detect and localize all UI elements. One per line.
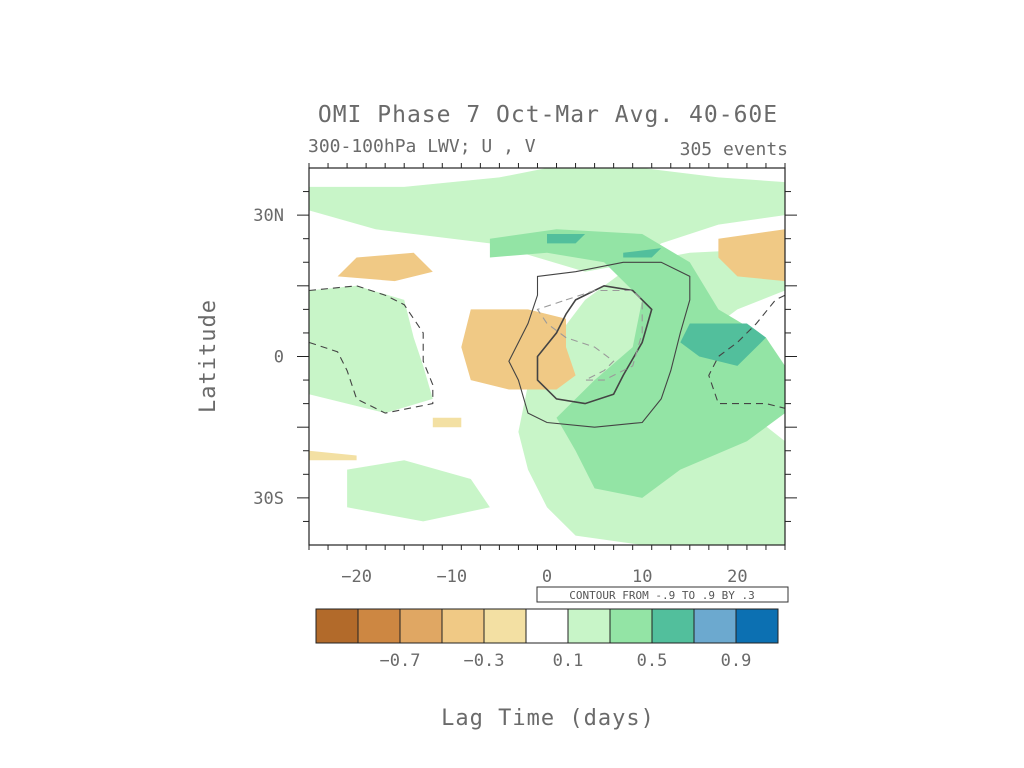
chart-subtitle-right: 305 events — [680, 139, 788, 160]
plot-frame — [308, 167, 786, 546]
colorbar-swatch — [483, 608, 527, 644]
contour-line-2 — [309, 285, 434, 414]
contour-lines — [309, 261, 785, 428]
colorbar-swatch — [315, 608, 359, 644]
contour-line-4 — [536, 289, 643, 381]
y-tick-label: 30N — [253, 206, 284, 226]
shaded-region-10 — [309, 450, 357, 461]
plot-axes: −20 −10 0 10 20 30N 0 30S — [253, 163, 797, 587]
shaded-region-4 — [547, 234, 586, 244]
chart-title: OMI Phase 7 Oct-Mar Avg. 40-60E — [318, 102, 778, 128]
colorbar-swatch — [567, 608, 611, 644]
x-tick-label: 20 — [727, 567, 747, 587]
colorbar-swatch — [609, 608, 653, 644]
contour-line-3 — [708, 294, 785, 409]
x-axis-label: Lag Time (days) — [441, 706, 655, 731]
y-tick-label: 30S — [253, 489, 284, 509]
contour-line-0 — [508, 261, 691, 428]
y-tick-label: 0 — [274, 348, 284, 368]
colorbar-label: 0.1 — [553, 651, 584, 671]
colorbar-swatch — [399, 608, 443, 644]
shaded-region-5 — [623, 248, 662, 258]
colorbar-swatch — [693, 608, 737, 644]
shaded-region-7 — [337, 252, 433, 282]
colorbar-swatch — [357, 608, 401, 644]
shaded-region-2 — [347, 460, 490, 522]
x-tick-label: −20 — [341, 567, 372, 587]
colorbar-label: −0.7 — [380, 651, 421, 671]
shaded-region-8 — [718, 229, 785, 282]
colorbar-swatch — [651, 608, 695, 644]
contour-note-text: CONTOUR FROM -.9 TO .9 BY .3 — [569, 589, 754, 602]
colorbar-label: −0.3 — [464, 651, 505, 671]
shaded-region-6 — [680, 323, 766, 366]
x-tick-label: 10 — [632, 567, 652, 587]
colorbar-swatch — [525, 608, 569, 644]
contour-note: CONTOUR FROM -.9 TO .9 BY .3 — [536, 586, 789, 603]
colorbar: −0.7 −0.3 0.1 0.5 0.9 — [315, 608, 779, 671]
shaded-regions — [309, 168, 785, 545]
shaded-region-9 — [461, 309, 576, 390]
shaded-region-11 — [432, 417, 462, 428]
shaded-region-3 — [489, 229, 785, 498]
chart-subtitle-left: 300-100hPa LWV; U , V — [308, 136, 536, 157]
shaded-region-1 — [309, 285, 433, 414]
x-tick-label: 0 — [542, 567, 552, 587]
y-axis-label: Latitude — [196, 299, 221, 413]
colorbar-swatch — [441, 608, 485, 644]
colorbar-swatch — [735, 608, 779, 644]
colorbar-label: 0.5 — [637, 651, 668, 671]
colorbar-label: 0.9 — [721, 651, 752, 671]
x-tick-label: −10 — [436, 567, 467, 587]
